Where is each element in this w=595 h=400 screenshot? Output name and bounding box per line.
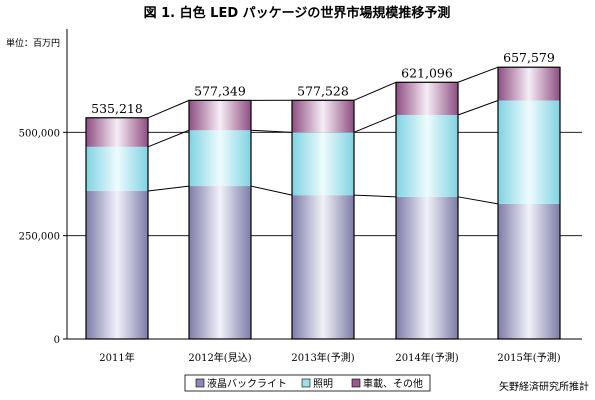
total-label-1: 577,349 xyxy=(194,83,246,98)
bar-segment-0-2 xyxy=(292,195,354,339)
connector-2-2 xyxy=(353,81,397,101)
legend-swatch-2 xyxy=(351,378,361,388)
legend-label-0: 液晶バックライト xyxy=(207,377,287,390)
labels-layer: 535,218 2011年 577,349 2012年(見込) 577,528 2013年… xyxy=(91,50,561,364)
x-tick-label-2: 2013年(予測) xyxy=(291,351,354,364)
bar-outline-2 xyxy=(291,99,355,340)
bar-segment-1-2 xyxy=(292,132,354,196)
connector-0-3 xyxy=(457,196,499,205)
bar-outline-3 xyxy=(395,81,459,340)
total-label-3: 621,096 xyxy=(401,65,453,80)
bar-outline-4 xyxy=(497,66,561,340)
connector-lines xyxy=(147,66,499,205)
bar-segment-0-1 xyxy=(189,186,251,339)
legend-label-2: 車載、その他 xyxy=(363,377,423,390)
x-tick-label-3: 2014年(予測) xyxy=(395,351,458,364)
y-tick-label-0: 0 xyxy=(54,335,60,346)
x-tick-label-0: 2011年 xyxy=(99,351,134,364)
bar-outline-1 xyxy=(188,99,252,340)
bar-segment-2-2 xyxy=(292,100,354,133)
unit-label: 単位：百万円 xyxy=(6,37,60,49)
bar-outline-0 xyxy=(85,117,149,340)
connector-1-2 xyxy=(353,114,397,133)
total-label-0: 535,218 xyxy=(91,101,143,116)
bar-segment-0-0 xyxy=(86,191,148,339)
source-label: 矢野経済研究所推計 xyxy=(499,380,589,393)
legend-swatch-1 xyxy=(301,378,311,388)
connector-1-1 xyxy=(250,129,293,133)
legend: 液晶バックライト 照明 車載、その他 xyxy=(184,374,431,392)
bars-layer xyxy=(85,66,561,340)
connector-0-0 xyxy=(147,185,190,192)
legend-label-1: 照明 xyxy=(313,378,333,390)
bar-segment-1-3 xyxy=(396,114,458,197)
x-tick-label-1: 2012年(見込) xyxy=(188,351,251,364)
connector-2-3 xyxy=(457,66,499,83)
connector-0-2 xyxy=(353,194,397,198)
bar-segment-2-0 xyxy=(86,117,148,147)
bar-segment-0-3 xyxy=(396,196,458,339)
y-tick-label-2: 500,000 xyxy=(19,128,60,139)
bar-segment-2-1 xyxy=(189,100,251,131)
chart-title: 図 1. 白色 LED パッケージの世界市場規模推移予測 xyxy=(144,5,451,21)
y-tick-label-1: 250,000 xyxy=(19,232,60,243)
bar-segment-0-4 xyxy=(498,203,560,339)
total-label-2: 577,528 xyxy=(297,83,349,98)
connector-0-1 xyxy=(250,185,293,196)
connector-1-0 xyxy=(147,129,190,148)
x-tick-label-4: 2015年(予測) xyxy=(497,351,560,364)
bar-segment-2-4 xyxy=(498,67,560,101)
bar-segment-1-4 xyxy=(498,100,560,204)
bar-segment-1-1 xyxy=(189,130,251,187)
total-label-4: 657,579 xyxy=(503,50,555,65)
connector-2-0 xyxy=(147,99,190,119)
bar-segment-2-3 xyxy=(396,82,458,115)
bar-segment-1-0 xyxy=(86,146,148,192)
connector-1-3 xyxy=(457,100,499,116)
legend-swatch-0 xyxy=(195,378,205,388)
